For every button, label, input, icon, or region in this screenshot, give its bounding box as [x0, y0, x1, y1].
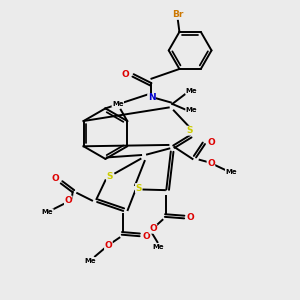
- Text: O: O: [187, 213, 195, 222]
- Text: S: S: [136, 184, 142, 193]
- Text: S: S: [187, 126, 194, 135]
- Text: Me: Me: [225, 169, 237, 175]
- Text: O: O: [149, 224, 157, 233]
- Text: Me: Me: [85, 258, 96, 264]
- Text: Me: Me: [186, 107, 197, 113]
- Text: O: O: [142, 232, 150, 241]
- Text: O: O: [122, 70, 129, 79]
- Text: O: O: [208, 138, 215, 147]
- Text: S: S: [106, 172, 113, 181]
- Text: Me: Me: [42, 209, 53, 215]
- Text: O: O: [64, 196, 72, 205]
- Text: O: O: [207, 159, 215, 168]
- Text: Me: Me: [152, 244, 164, 250]
- Text: Me: Me: [186, 88, 197, 94]
- Text: Me: Me: [112, 101, 124, 107]
- Text: N: N: [148, 94, 155, 103]
- Text: Br: Br: [172, 10, 184, 19]
- Text: O: O: [52, 174, 60, 183]
- Text: O: O: [104, 241, 112, 250]
